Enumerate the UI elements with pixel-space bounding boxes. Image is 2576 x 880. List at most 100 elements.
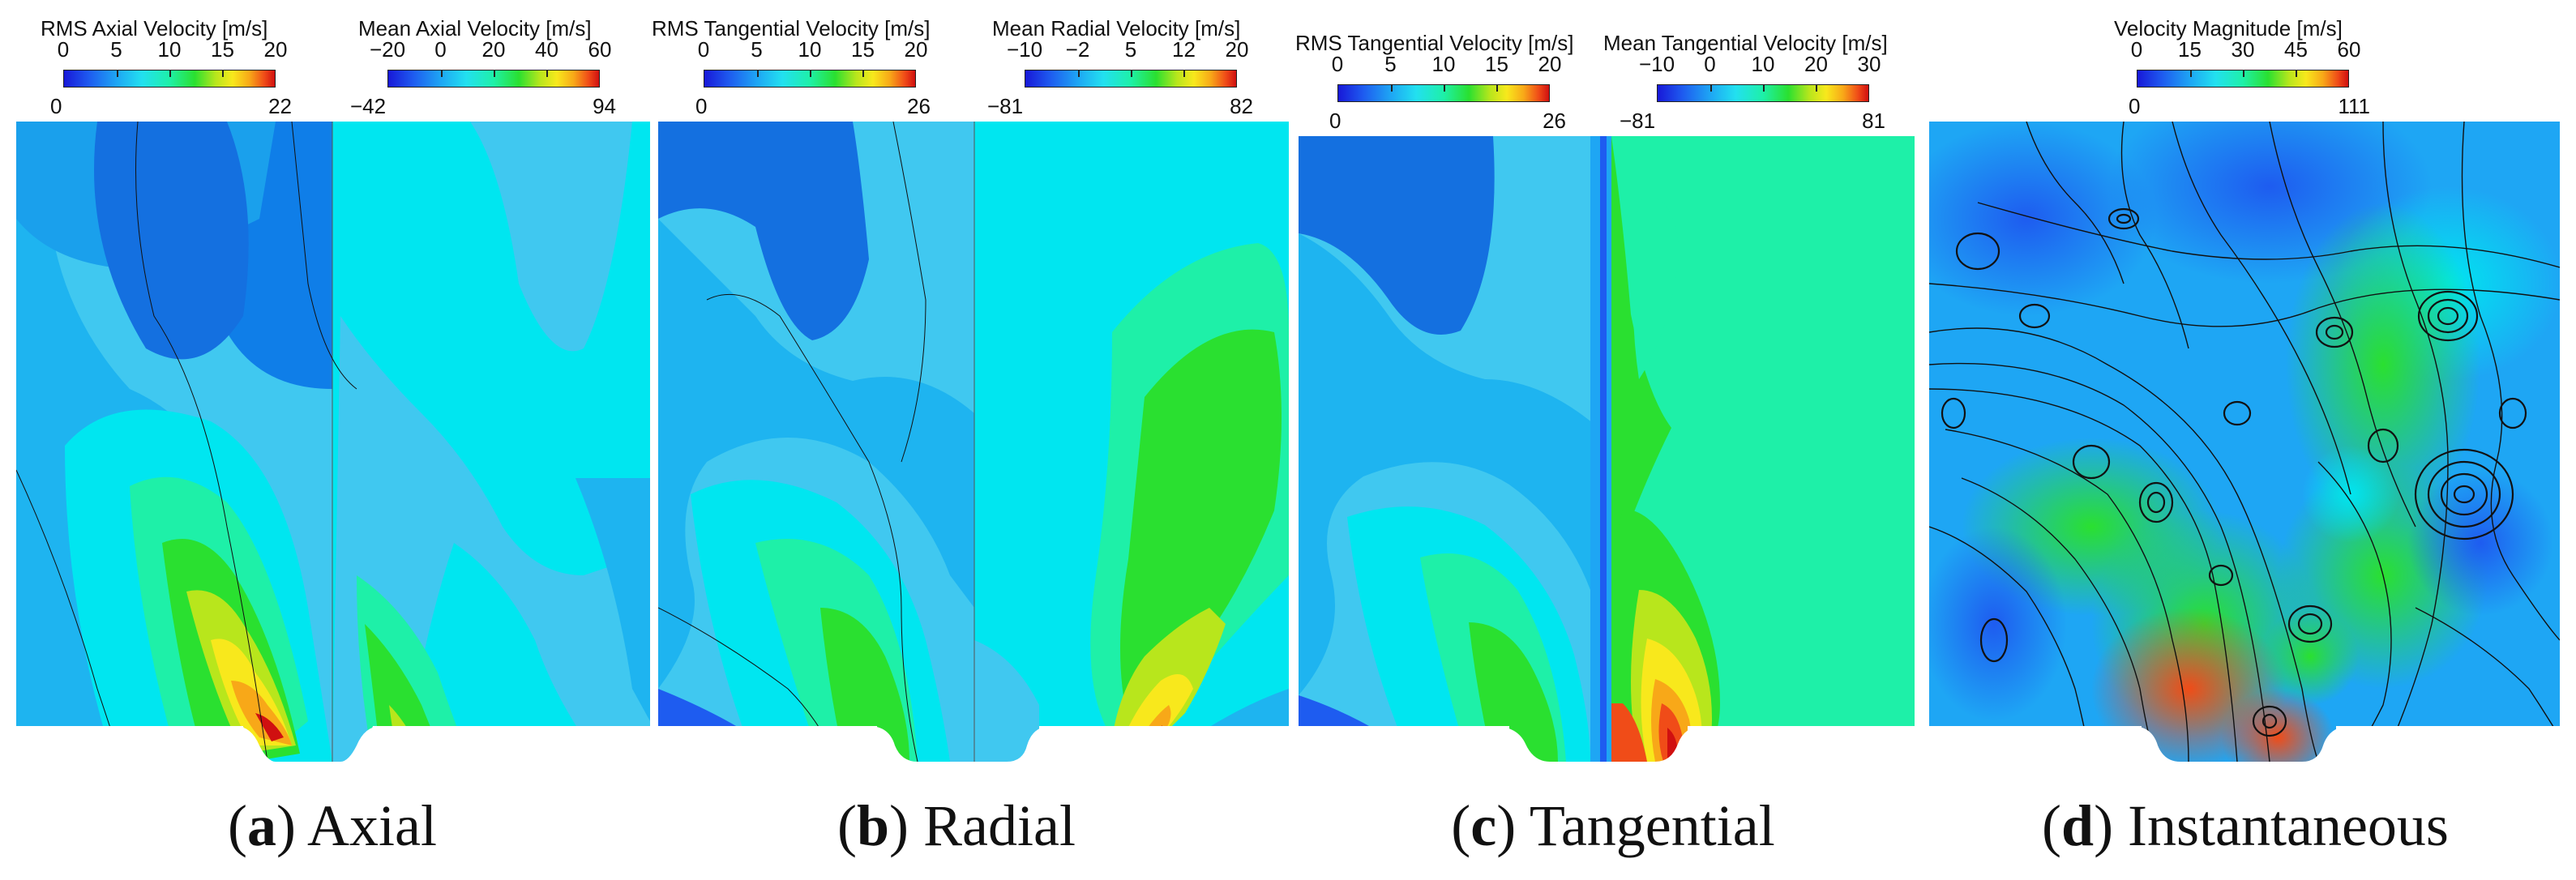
colorbar-gradient: [1657, 84, 1869, 102]
colorbar-velocity-magnitude: Velocity Magnitude [m/s] 0 15 30 45 60 0…: [2114, 16, 2370, 122]
caption-letter: b: [857, 793, 890, 858]
tick-label: 12: [1172, 37, 1196, 62]
caption-letter: a: [247, 793, 276, 858]
colorbar-mean-tangential: Mean Tangential Velocity [m/s] −10 0 10 …: [1603, 31, 1888, 136]
tick-label: 0: [1331, 52, 1344, 76]
caption-text: Axial: [307, 793, 437, 858]
tick-label: 20: [263, 37, 288, 62]
tick-label: −10: [1006, 37, 1043, 62]
colorbar-title: RMS Tangential Velocity [m/s]: [1295, 31, 1574, 55]
panel-d-instantaneous: Velocity Magnitude [m/s] 0 15 30 45 60 0…: [1929, 0, 2576, 880]
tick-label: 10: [1431, 52, 1456, 76]
colorbar-range: 0 26: [1329, 109, 1566, 133]
panel-c-tangential: RMS Tangential Velocity [m/s] 0 5 10 15 …: [1295, 0, 1929, 880]
colorbar-min: −81: [1620, 109, 1656, 133]
colorbar-tick-labels: −20 0 20 40 60: [370, 37, 612, 62]
colorbar-max: 81: [1862, 109, 1885, 133]
caption-d: (d) Instantaneous: [2042, 793, 2449, 858]
colorbar-title: Mean Axial Velocity [m/s]: [358, 16, 592, 41]
tick-label: 60: [2337, 37, 2361, 62]
colorbar-rms-tangential: RMS Tangential Velocity [m/s] 0 5 10 15 …: [1295, 31, 1573, 136]
tick-label: 20: [1538, 52, 1562, 76]
tick-label: 0: [697, 37, 710, 62]
tick-label: 10: [1751, 52, 1775, 76]
tick-label: −2: [1065, 37, 1090, 62]
caption-c: (c) Tangential: [1451, 793, 1775, 858]
colorbar-gradient: [1337, 84, 1550, 102]
colorbar-range: 0 26: [695, 94, 931, 118]
tick-label: 15: [851, 37, 875, 62]
colorbar-gradient: [2137, 70, 2349, 88]
tick-label: 60: [588, 37, 612, 62]
tick-label: 10: [157, 37, 182, 62]
tick-label: 5: [1384, 52, 1397, 76]
colorbar-min: −42: [350, 94, 387, 118]
colorbar-range: 0 22: [50, 94, 292, 118]
colorbar-title: Mean Radial Velocity [m/s]: [992, 16, 1241, 41]
colorbar-title: RMS Tangential Velocity [m/s]: [652, 16, 931, 41]
colorbar-max: 82: [1230, 94, 1253, 118]
tick-label: 5: [751, 37, 763, 62]
tick-label: −10: [1638, 52, 1675, 76]
tick-label: 30: [1857, 52, 1881, 76]
colorbar-rms-tangential: RMS Tangential Velocity [m/s] 0 5 10 15 …: [652, 16, 931, 122]
colorbar-title: RMS Axial Velocity [m/s]: [41, 16, 268, 41]
streamline-plot-instantaneous: [1929, 122, 2560, 762]
colorbar-max: 111: [2338, 94, 2370, 118]
tick-label: 0: [434, 37, 447, 62]
colorbar-min: 0: [1329, 109, 1341, 133]
colorbar-min: 0: [695, 94, 708, 118]
colorbar-title: Velocity Magnitude [m/s]: [2114, 16, 2343, 41]
panel-a-axial: RMS Axial Velocity [m/s] 0 5 10 15 20 0 …: [0, 0, 650, 880]
caption-text: Instantaneous: [2128, 793, 2449, 858]
colorbar-tick-labels: −10 0 10 20 30: [1639, 52, 1881, 76]
tick-label: 20: [1804, 52, 1828, 76]
colorbar-max: 94: [593, 94, 616, 118]
caption-text: Tangential: [1529, 793, 1775, 858]
colorbar-min: −81: [987, 94, 1024, 118]
colorbar-tick-labels: 0 5 10 15 20: [698, 37, 928, 62]
tick-label: 5: [110, 37, 122, 62]
contour-plot-axial: [16, 122, 650, 762]
tick-label: 20: [904, 37, 928, 62]
tick-label: 20: [481, 37, 506, 62]
colorbar-tick-labels: −10 −2 5 12 20: [1007, 37, 1249, 62]
tick-label: 0: [1704, 52, 1716, 76]
caption-letter: c: [1470, 793, 1497, 858]
colorbar-tick-labels: 0 5 10 15 20: [58, 37, 288, 62]
tick-label: 15: [211, 37, 234, 62]
colorbar-gradient: [63, 70, 276, 88]
colorbar-range: −81 81: [1620, 109, 1885, 133]
tick-label: 0: [2130, 37, 2143, 62]
colorbar-title: Mean Tangential Velocity [m/s]: [1603, 31, 1888, 55]
caption-letter: d: [2061, 793, 2095, 858]
tick-label: 15: [2178, 37, 2202, 62]
colorbar-rms-axial: RMS Axial Velocity [m/s] 0 5 10 15 20 0 …: [41, 16, 292, 122]
colorbar-range: 0 111: [2129, 94, 2370, 118]
tick-label: 15: [1485, 52, 1508, 76]
colorbar-tick-labels: 0 15 30 45 60: [2131, 37, 2361, 62]
colorbar-max: 26: [1543, 109, 1566, 133]
contour-plot-radial: [658, 122, 1289, 762]
tick-label: 40: [535, 37, 558, 62]
colorbar-gradient: [1025, 70, 1237, 88]
tick-label: 20: [1225, 37, 1249, 62]
caption-a: (a) Axial: [228, 793, 437, 858]
tick-label: 45: [2284, 37, 2308, 62]
colorbar-min: 0: [50, 94, 62, 118]
colorbar-max: 22: [268, 94, 292, 118]
colorbar-gradient: [704, 70, 916, 88]
contour-plot-tangential: [1299, 136, 1915, 762]
colorbar-mean-axial: Mean Axial Velocity [m/s] −20 0 20 40 60…: [350, 16, 616, 122]
tick-label: 10: [798, 37, 822, 62]
colorbar-tick-labels: 0 5 10 15 20: [1332, 52, 1562, 76]
tick-label: 5: [1124, 37, 1137, 62]
panel-b-radial: RMS Tangential Velocity [m/s] 0 5 10 15 …: [648, 0, 1297, 880]
colorbar-min: 0: [2129, 94, 2141, 118]
colorbar-max: 26: [907, 94, 931, 118]
tick-label: 30: [2231, 37, 2255, 62]
colorbar-mean-radial: Mean Radial Velocity [m/s] −10 −2 5 12 2…: [987, 16, 1253, 122]
tick-label: −20: [369, 37, 406, 62]
caption-b: (b) Radial: [837, 793, 1076, 858]
tick-label: 0: [57, 37, 70, 62]
